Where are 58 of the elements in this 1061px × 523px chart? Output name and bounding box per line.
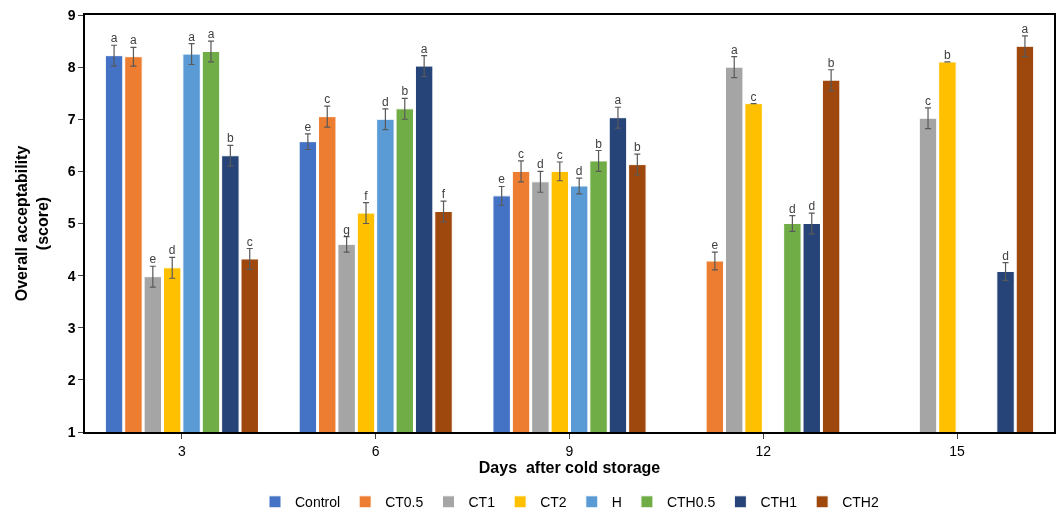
data-label: f bbox=[364, 188, 369, 203]
legend-label: CT1 bbox=[468, 494, 496, 511]
y-tick-label: 4 bbox=[67, 267, 76, 284]
data-label: a bbox=[188, 29, 196, 44]
y-tick-label: 9 bbox=[67, 6, 76, 23]
data-label: c bbox=[518, 146, 525, 161]
legend-label: Control bbox=[295, 494, 341, 511]
data-label: a bbox=[730, 42, 738, 57]
legend-label: CTH1 bbox=[760, 494, 798, 511]
data-label: e bbox=[149, 252, 157, 267]
data-label: d bbox=[575, 164, 583, 179]
y-tick-label: 8 bbox=[67, 59, 76, 76]
data-label: c bbox=[925, 93, 932, 108]
data-label: b bbox=[633, 140, 641, 155]
data-label: e bbox=[498, 172, 506, 187]
data-label: f bbox=[441, 187, 446, 202]
x-tick-label: 9 bbox=[565, 442, 574, 459]
data-label: a bbox=[207, 27, 215, 42]
data-label: b bbox=[827, 55, 835, 70]
data-label: c bbox=[324, 92, 331, 107]
data-label: d bbox=[808, 199, 816, 214]
data-label: d bbox=[382, 94, 389, 109]
data-label: d bbox=[168, 243, 176, 258]
y-tick-label: 7 bbox=[67, 111, 76, 128]
data-label: a bbox=[420, 41, 428, 56]
data-label: c bbox=[556, 147, 563, 162]
legend-label: CTH0.5 bbox=[666, 494, 716, 511]
data-label: d bbox=[1002, 248, 1009, 263]
data-label: b bbox=[944, 47, 952, 62]
data-label: a bbox=[110, 31, 118, 46]
data-label: d bbox=[789, 201, 796, 216]
y-tick-label: 1 bbox=[67, 423, 76, 440]
x-tick-label: 6 bbox=[371, 442, 380, 459]
data-label: e bbox=[304, 119, 312, 134]
data-label: a bbox=[130, 33, 138, 48]
y-tick-label: 3 bbox=[67, 319, 76, 336]
legend-label: CT0.5 bbox=[385, 494, 424, 511]
x-tick-label: 15 bbox=[949, 442, 966, 459]
x-tick-label: 12 bbox=[755, 442, 772, 459]
y-tick-label: 6 bbox=[67, 163, 76, 180]
y-axis-title: Overall acceptability (score) bbox=[13, 145, 52, 302]
data-label: b bbox=[595, 136, 603, 151]
y-tick-label: 5 bbox=[67, 215, 76, 232]
data-label: g bbox=[343, 222, 350, 237]
data-label: e bbox=[711, 238, 719, 253]
legend-label: CT2 bbox=[540, 494, 567, 511]
data-label: c bbox=[750, 89, 757, 104]
legend-label: CTH2 bbox=[842, 494, 879, 511]
x-tick-label: 3 bbox=[178, 442, 186, 459]
data-label: a bbox=[1021, 21, 1029, 36]
legend-label: H bbox=[611, 494, 622, 511]
data-label: b bbox=[401, 84, 409, 99]
y-tick-label: 2 bbox=[67, 371, 76, 388]
x-axis-title: Days after cold storage bbox=[478, 458, 661, 476]
data-label: b bbox=[227, 131, 235, 146]
data-label: c bbox=[246, 234, 253, 249]
data-label: d bbox=[537, 157, 544, 172]
data-label: a bbox=[614, 93, 622, 108]
